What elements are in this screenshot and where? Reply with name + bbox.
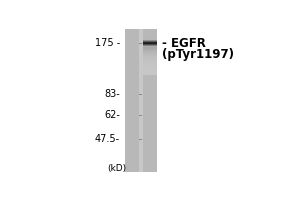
Bar xyxy=(143,63,157,64)
Bar xyxy=(143,43,157,44)
Text: (pTyr1197): (pTyr1197) xyxy=(162,48,234,61)
Text: 175 -: 175 - xyxy=(95,38,120,48)
Bar xyxy=(143,72,157,73)
Bar xyxy=(143,62,157,63)
Text: (kD): (kD) xyxy=(107,164,126,173)
Bar xyxy=(143,48,157,49)
Bar xyxy=(143,53,157,54)
Bar xyxy=(143,41,157,42)
Bar xyxy=(143,64,157,65)
Text: 47.5-: 47.5- xyxy=(95,134,120,144)
Bar xyxy=(143,66,157,67)
Bar xyxy=(143,55,157,56)
Bar xyxy=(143,40,157,41)
Bar xyxy=(143,54,157,55)
Bar xyxy=(143,29,157,172)
Bar xyxy=(143,46,157,47)
Bar xyxy=(143,47,157,48)
Bar xyxy=(143,57,157,58)
Bar xyxy=(143,45,157,46)
Bar xyxy=(125,29,157,172)
Bar xyxy=(143,73,157,74)
Bar xyxy=(143,68,157,69)
Bar xyxy=(143,60,157,61)
Bar xyxy=(143,56,157,57)
Bar xyxy=(143,44,157,45)
Text: 62-: 62- xyxy=(104,110,120,120)
Bar xyxy=(143,51,157,52)
Bar xyxy=(143,42,157,43)
Bar xyxy=(143,67,157,68)
Bar xyxy=(143,74,157,75)
Bar xyxy=(143,65,157,66)
Bar xyxy=(143,52,157,53)
Bar xyxy=(143,59,157,60)
Bar xyxy=(125,29,139,172)
Bar xyxy=(143,69,157,70)
Text: 83-: 83- xyxy=(104,89,120,99)
Bar xyxy=(143,58,157,59)
Bar xyxy=(143,50,157,51)
Bar xyxy=(143,61,157,62)
Bar xyxy=(143,49,157,50)
Bar xyxy=(143,71,157,72)
Bar xyxy=(143,39,157,40)
Bar xyxy=(143,70,157,71)
Text: - EGFR: - EGFR xyxy=(162,37,206,50)
